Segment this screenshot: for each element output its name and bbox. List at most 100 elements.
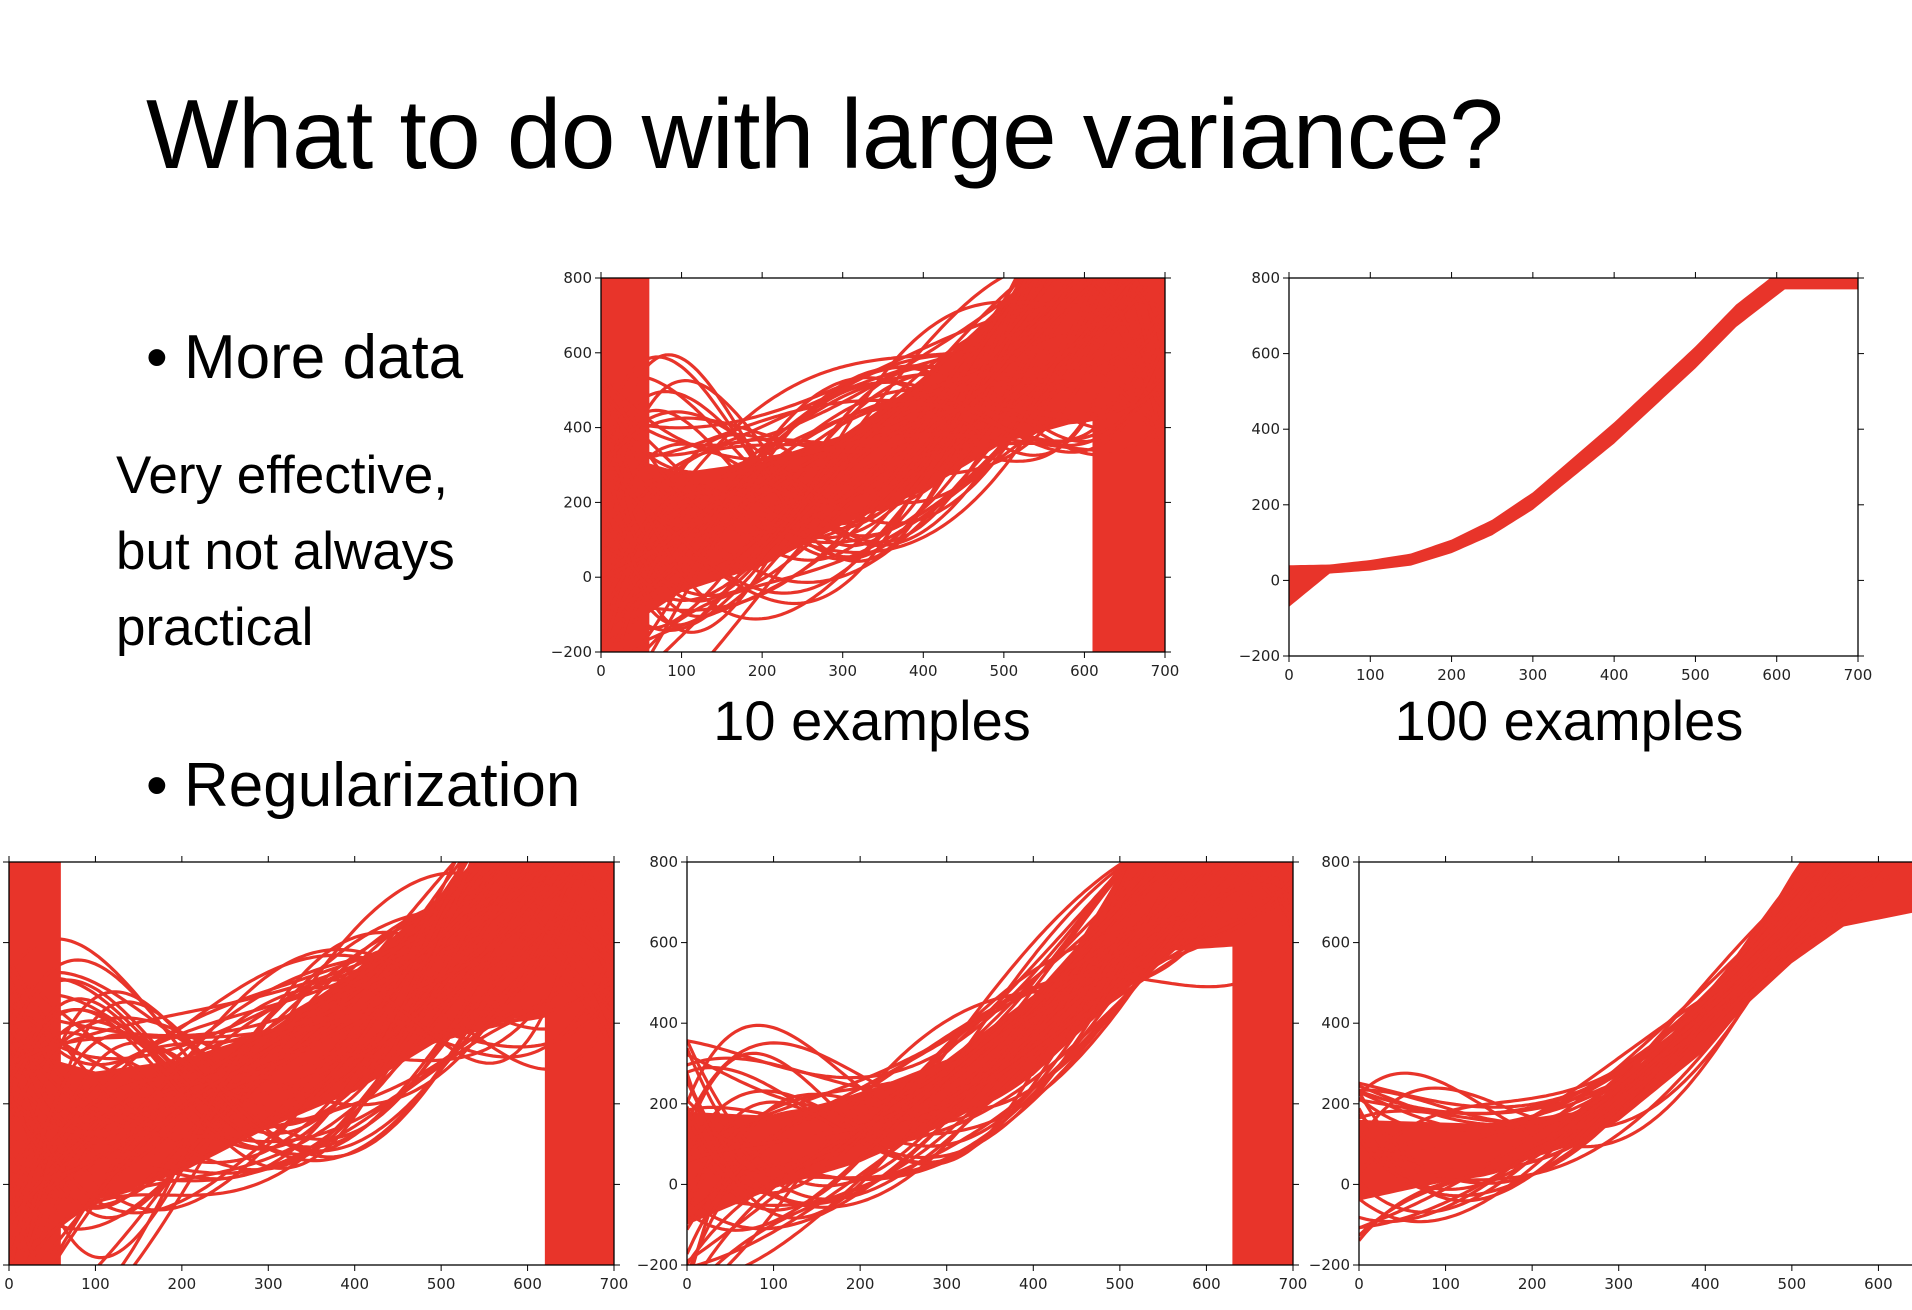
slide-title: What to do with large variance?	[146, 79, 1504, 189]
y-tick-label: 600	[1251, 345, 1280, 363]
x-tick-label: 100	[1356, 666, 1385, 684]
bullet-more-data: • More data	[146, 322, 463, 393]
y-tick-label: 200	[563, 493, 592, 511]
axes-frame	[686, 861, 1294, 1266]
x-tick-label: 0	[682, 1275, 692, 1293]
y-tick-label: 200	[649, 1095, 678, 1113]
bullet-regularization: • Regularization	[146, 750, 580, 821]
y-tick-label: 0	[1270, 571, 1280, 589]
plot-area	[601, 278, 1165, 652]
fit-curve	[662, 278, 1165, 652]
fit-curve	[9, 862, 557, 1231]
fit-curve	[687, 877, 1293, 1232]
x-tick-label: 700	[600, 1275, 629, 1293]
plot-area	[1289, 278, 1858, 607]
y-tick-label: 800	[649, 853, 678, 871]
axes-frame	[1358, 861, 1912, 1266]
fit-curve	[1359, 862, 1820, 1127]
fit-curve	[9, 862, 584, 1136]
fit-curve	[601, 278, 1134, 646]
caption-10-examples: 10 examples	[713, 689, 1031, 752]
y-tick-label: 200	[1321, 1095, 1350, 1113]
x-tick-label: 100	[759, 1275, 788, 1293]
x-tick-label: 700	[1279, 1275, 1308, 1293]
y-tick-label: 400	[563, 419, 592, 437]
fit-curve	[601, 433, 1165, 487]
fit-curve	[601, 278, 1040, 652]
x-tick-label: 500	[1106, 1275, 1135, 1293]
note-line: practical	[116, 598, 314, 657]
x-tick-label: 200	[846, 1275, 875, 1293]
x-tick-label: 500	[1681, 666, 1710, 684]
x-tick-label: 300	[254, 1275, 283, 1293]
x-tick-label: 500	[990, 662, 1019, 680]
fit-curve	[601, 339, 1165, 528]
fit-curve	[601, 307, 1165, 578]
y-tick-label: 400	[649, 1014, 678, 1032]
y-tick-label: 600	[563, 344, 592, 362]
y-tick-label: −200	[1239, 647, 1280, 665]
fit-curve	[1359, 862, 1809, 1242]
y-tick-label: 600	[1321, 934, 1350, 952]
fit-curve	[601, 303, 1165, 595]
fit-curve	[1359, 862, 1834, 1191]
x-tick-label: 300	[1604, 1275, 1633, 1293]
fit-curve	[601, 379, 1165, 602]
y-tick-label: −200	[551, 643, 592, 661]
fit-curve	[1359, 862, 1847, 1109]
fit-curve	[687, 862, 1169, 1163]
fit-curve	[1359, 862, 1869, 1157]
x-tick-label: 500	[1778, 1275, 1807, 1293]
y-tick-label: 200	[1251, 496, 1280, 514]
x-tick-label: 100	[81, 1275, 110, 1293]
fit-curve	[9, 862, 573, 1163]
x-tick-label: 300	[828, 662, 857, 680]
y-tick-label: 800	[1321, 853, 1350, 871]
fit-curve	[9, 956, 614, 1149]
x-tick-label: 100	[1431, 1275, 1460, 1293]
y-tick-label: 800	[563, 269, 592, 287]
fit-curve	[702, 862, 1179, 1265]
y-tick-label: 800	[1251, 269, 1280, 287]
x-tick-label: 0	[4, 1275, 14, 1293]
y-tick-label: 400	[1251, 420, 1280, 438]
x-tick-label: 400	[909, 662, 938, 680]
x-tick-label: 700	[1151, 662, 1180, 680]
note-line: but not always	[116, 522, 455, 581]
fit-curve	[687, 862, 1188, 1155]
x-tick-label: 400	[1691, 1275, 1720, 1293]
x-tick-label: 700	[1844, 666, 1873, 684]
fit-curve	[9, 991, 614, 1181]
fit-curve	[9, 906, 614, 1200]
x-tick-label: 0	[1284, 666, 1294, 684]
fit-curve	[601, 278, 1165, 563]
fit-curve	[1359, 862, 1835, 1230]
x-tick-label: 500	[427, 1275, 456, 1293]
x-tick-label: 0	[596, 662, 606, 680]
x-tick-label: 400	[1600, 666, 1629, 684]
fit-curve	[9, 862, 476, 1075]
x-tick-label: 0	[1354, 1275, 1364, 1293]
y-tick-label: 600	[649, 934, 678, 952]
x-tick-label: 100	[667, 662, 696, 680]
fit-curve	[601, 334, 1165, 597]
y-tick-label: 0	[668, 1175, 678, 1193]
x-tick-label: 200	[1518, 1275, 1547, 1293]
fit-curve	[9, 862, 477, 1139]
fit-curve	[602, 278, 1029, 652]
fit-curve	[1359, 862, 1865, 1230]
plot-area	[1359, 862, 1912, 1242]
axes-frame	[600, 277, 1166, 653]
chart-regularization-1: 0 100 200 300 400 500 600 700	[3, 856, 628, 1293]
fit-curve	[9, 862, 589, 1265]
caption-100-examples: 100 examples	[1394, 689, 1744, 752]
fit-curve	[687, 862, 1127, 1212]
fit-curve	[9, 862, 544, 1127]
x-tick-label: 600	[513, 1275, 542, 1293]
fit-curve	[687, 862, 1246, 1166]
fit-curve	[691, 881, 1293, 1265]
x-tick-label: 200	[748, 662, 777, 680]
